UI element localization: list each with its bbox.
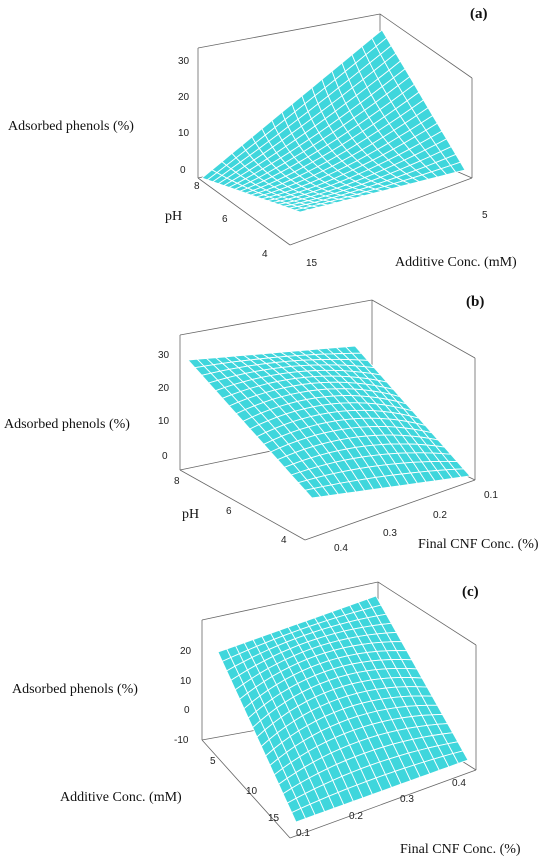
panel-c-letter: (c)	[462, 584, 479, 600]
panel-c-x-tick: 0.3	[400, 794, 414, 805]
panel-c-x-tick: 0.1	[296, 828, 310, 839]
panel-a-y-tick: 6	[222, 214, 228, 225]
panel-b-surface	[187, 345, 471, 499]
panel-c-surface	[217, 595, 469, 823]
panel-b-y-tick: 8	[174, 476, 180, 487]
panel-b-x-tick: 0.3	[383, 528, 397, 539]
panel-c-y-tick: 10	[246, 786, 258, 797]
panel-a-y-tick: 4	[262, 249, 268, 260]
panel-c-y-tick: 5	[210, 756, 216, 767]
panel-a-letter: (a)	[470, 6, 488, 22]
panel-a-z-tick: 30	[178, 56, 190, 67]
panel-b-letter: (b)	[466, 294, 484, 310]
panel-b-y-tick: 4	[281, 535, 287, 546]
panel-c: (c) Adsorbed phenols (%) Additive Conc. …	[12, 581, 521, 857]
surface-cell	[453, 468, 471, 478]
panel-c-x-label: Final CNF Conc. (%)	[400, 842, 521, 857]
panel-a-surface	[201, 29, 466, 213]
surface-cell	[452, 750, 469, 764]
panel-a-y-label: pH	[165, 209, 182, 224]
panel-a-x-label: Additive Conc. (mM)	[395, 255, 517, 270]
panel-c-x-tick: 0.4	[452, 778, 466, 789]
panel-c-z-label: Adsorbed phenols (%)	[12, 682, 138, 697]
panel-c-z-tick: 20	[180, 646, 192, 657]
panel-c-x-tick: 0.2	[349, 811, 363, 822]
panel-c-y-tick: 15	[268, 813, 280, 824]
panel-a: (a) Adsorbed phenols (%) pH Additive Con…	[8, 6, 517, 270]
panel-a-z-tick: 20	[178, 92, 190, 103]
panel-a-x-tick: 5	[482, 210, 488, 221]
panel-b-y-tick: 6	[226, 506, 232, 517]
panel-c-z-tick: 10	[180, 676, 192, 687]
panel-a-y-tick: 8	[194, 181, 200, 192]
panel-b-y-label: pH	[182, 507, 199, 522]
panel-b-z-tick: 0	[162, 451, 168, 462]
panel-a-z-label: Adsorbed phenols (%)	[8, 119, 134, 134]
panel-a-x-tick: 15	[306, 258, 318, 269]
panel-b-x-tick: 0.2	[433, 510, 447, 521]
panel-c-y-label: Additive Conc. (mM)	[60, 790, 182, 805]
panel-b-x-label: Final CNF Conc. (%)	[418, 537, 539, 552]
panel-a-z-tick: 0	[180, 165, 186, 176]
surface-cell	[449, 161, 466, 173]
panel-b-z-tick: 20	[158, 383, 170, 394]
panel-b-z-tick: 10	[158, 416, 170, 427]
panel-b-z-label: Adsorbed phenols (%)	[4, 417, 130, 432]
panel-b: (b) Adsorbed phenols (%) pH Final CNF Co…	[4, 294, 539, 554]
panel-b-z-tick: 30	[158, 350, 170, 361]
panel-a-z-tick: 10	[178, 128, 190, 139]
panel-c-z-tick: 0	[184, 705, 190, 716]
panel-c-z-tick: -10	[174, 735, 189, 746]
panel-b-x-tick: 0.1	[484, 490, 498, 501]
panel-b-x-tick: 0.4	[334, 543, 348, 554]
